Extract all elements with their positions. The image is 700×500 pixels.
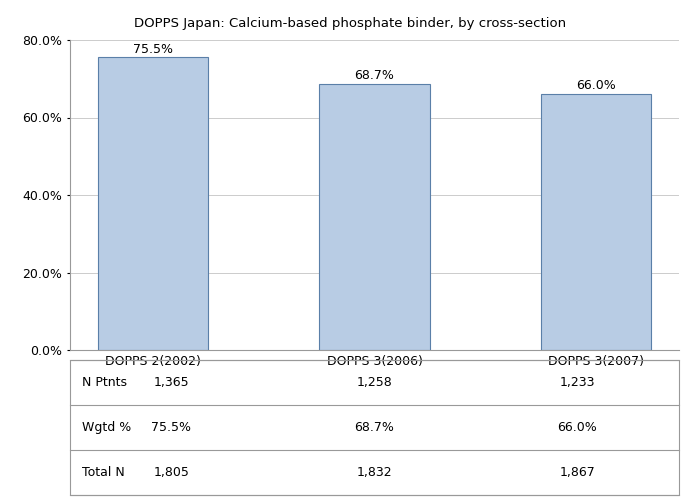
Bar [319, 84, 430, 350]
Text: N Ptnts: N Ptnts [82, 376, 127, 389]
Text: 68.7%: 68.7% [355, 421, 394, 434]
Text: 66.0%: 66.0% [558, 421, 597, 434]
Bar [540, 94, 651, 350]
Text: 1,832: 1,832 [357, 466, 392, 479]
Text: 1,258: 1,258 [356, 376, 393, 389]
Text: 1,805: 1,805 [153, 466, 190, 479]
Text: 75.5%: 75.5% [151, 421, 192, 434]
Text: Wgtd %: Wgtd % [82, 421, 132, 434]
Text: 1,867: 1,867 [559, 466, 596, 479]
Text: 1,233: 1,233 [560, 376, 595, 389]
Text: Total N: Total N [82, 466, 125, 479]
Text: 66.0%: 66.0% [576, 80, 616, 92]
Text: 1,365: 1,365 [154, 376, 189, 389]
Text: 75.5%: 75.5% [133, 42, 173, 56]
Text: DOPPS Japan: Calcium-based phosphate binder, by cross-section: DOPPS Japan: Calcium-based phosphate bin… [134, 18, 566, 30]
Bar [98, 58, 209, 350]
Text: 68.7%: 68.7% [355, 69, 394, 82]
